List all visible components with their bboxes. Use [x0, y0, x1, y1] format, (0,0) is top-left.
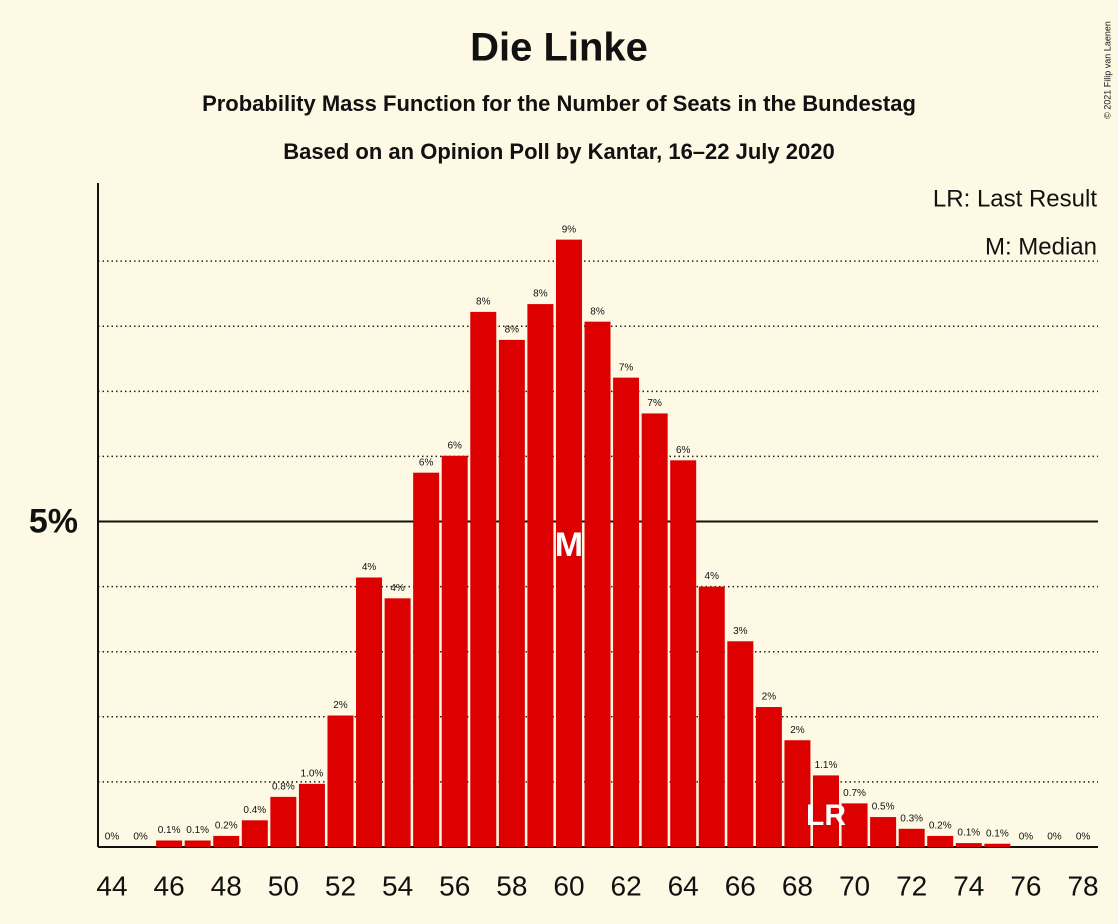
value-label: 4%	[390, 583, 405, 594]
value-label: 8%	[505, 325, 520, 336]
value-label: 4%	[705, 571, 720, 582]
value-label: 6%	[676, 445, 691, 456]
bar	[470, 311, 497, 847]
y-tick-label: 5%	[29, 502, 78, 540]
value-label: 7%	[619, 362, 634, 373]
value-label: 6%	[447, 440, 462, 451]
value-label: 0%	[133, 832, 148, 843]
value-label: 8%	[533, 289, 548, 300]
x-tick-label: 62	[611, 870, 642, 901]
x-tick-label: 56	[439, 870, 470, 901]
bar	[241, 820, 268, 847]
value-label: 9%	[562, 224, 577, 235]
value-label: 0.8%	[272, 782, 295, 793]
bar	[413, 472, 440, 847]
bar	[298, 783, 325, 847]
bar	[698, 586, 725, 847]
x-tick-label: 76	[1010, 870, 1041, 901]
bar	[841, 803, 868, 847]
value-label: 7%	[647, 398, 662, 409]
bar	[527, 304, 554, 847]
value-label: 1.0%	[301, 768, 324, 779]
value-label: 3%	[733, 626, 748, 637]
bar	[384, 598, 411, 847]
x-tick-label: 44	[96, 870, 127, 901]
bar	[641, 413, 668, 847]
value-label: 0%	[1047, 832, 1062, 843]
chart-title: Die Linke	[470, 26, 648, 70]
legend-entry: LR: Last Result	[933, 185, 1097, 212]
bar	[755, 707, 782, 847]
value-label: 0%	[1076, 832, 1091, 843]
bar	[213, 835, 240, 847]
bar	[270, 796, 297, 847]
x-tick-label: 58	[496, 870, 527, 901]
x-tick-label: 64	[668, 870, 699, 901]
value-label: 2%	[333, 700, 348, 711]
x-tick-label: 54	[382, 870, 413, 901]
bar	[784, 740, 811, 847]
bar	[898, 828, 925, 847]
chart-subtitle: Probability Mass Function for the Number…	[202, 91, 916, 116]
value-label: 0%	[105, 832, 120, 843]
bar	[356, 577, 383, 847]
bar	[927, 835, 954, 847]
bar	[555, 239, 582, 847]
bar	[670, 460, 697, 847]
bar	[955, 843, 982, 847]
value-label: 0.2%	[215, 821, 238, 832]
x-tick-label: 48	[211, 870, 242, 901]
value-label: 0.1%	[158, 825, 181, 836]
bar	[584, 321, 611, 847]
value-label: 4%	[362, 562, 377, 573]
x-tick-label: 66	[725, 870, 756, 901]
x-tick-label: 72	[896, 870, 927, 901]
bar	[870, 817, 897, 847]
chart-subtitle: Based on an Opinion Poll by Kantar, 16–2…	[283, 139, 834, 164]
bar	[327, 715, 354, 847]
value-label: 8%	[476, 297, 491, 308]
legend-entry: M: Median	[985, 233, 1097, 260]
x-tick-label: 60	[553, 870, 584, 901]
value-label: 0.4%	[243, 805, 266, 816]
value-label: 0.2%	[929, 821, 952, 832]
x-tick-label: 78	[1067, 870, 1098, 901]
value-label: 2%	[762, 692, 777, 703]
last-result-marker: LR	[806, 799, 846, 832]
x-tick-label: 74	[953, 870, 984, 901]
value-label: 6%	[419, 457, 434, 468]
bar	[441, 455, 468, 847]
x-tick-label: 70	[839, 870, 870, 901]
median-marker: M	[555, 526, 583, 564]
value-label: 0.1%	[957, 828, 980, 839]
x-tick-label: 46	[154, 870, 185, 901]
bar	[984, 843, 1011, 847]
bar	[498, 339, 525, 847]
value-label: 0.1%	[986, 828, 1009, 839]
copyright: © 2021 Filip van Laenen	[1102, 21, 1112, 119]
x-tick-label: 50	[268, 870, 299, 901]
value-label: 8%	[590, 306, 605, 317]
value-label: 0.3%	[900, 813, 923, 824]
bar	[727, 641, 754, 847]
value-label: 0.7%	[843, 788, 866, 799]
bar	[613, 377, 640, 847]
value-label: 1.1%	[815, 760, 838, 771]
x-tick-label: 52	[325, 870, 356, 901]
bar	[156, 840, 183, 847]
x-tick-label: 68	[782, 870, 813, 901]
bar	[184, 840, 211, 847]
value-label: 2%	[790, 725, 805, 736]
value-label: 0%	[1019, 832, 1034, 843]
bar	[813, 775, 839, 847]
value-label: 0.5%	[872, 802, 895, 813]
value-label: 0.1%	[186, 825, 209, 836]
